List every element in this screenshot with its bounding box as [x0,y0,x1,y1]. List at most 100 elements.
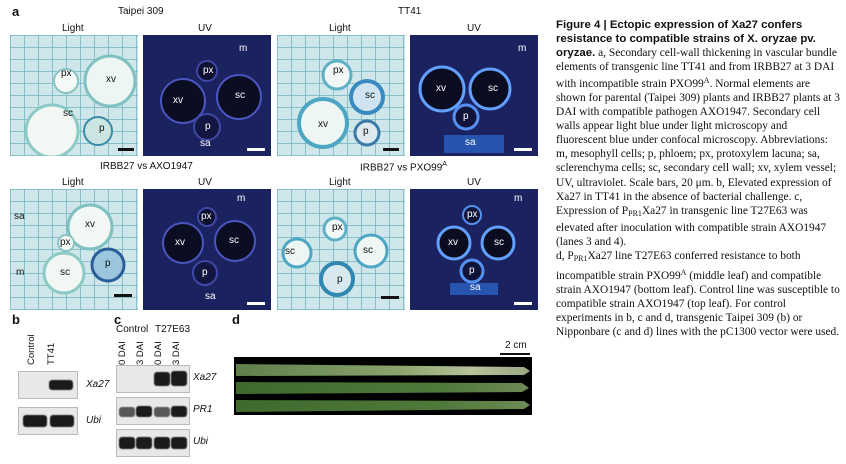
group-title-tt41: TT41 [398,6,422,17]
label-px: px [467,209,478,220]
label-sc: sc [60,267,70,278]
scale-bar [500,353,530,355]
micrograph-irbb27-axo-light: sa xv px m sc p [10,189,138,310]
scale-bar [247,302,265,305]
light-label-3: Light [62,177,84,188]
band [23,415,47,427]
label-sa: sa [470,282,481,293]
group-label-control: Control [116,324,149,335]
blot-b-ubi [18,407,78,435]
group-title-taipei309: Taipei 309 [118,6,164,17]
uv-label-1: UV [198,23,212,34]
label-sa: sa [14,211,25,222]
label-sa: sa [205,291,216,302]
label-px: px [203,65,214,76]
panel-d-letter: d [232,312,240,327]
label-sc: sc [285,246,295,257]
micrograph-irbb27-pxo-light: px sc sc p [277,189,405,310]
lane-label-0dai: 0 DAI [153,341,164,365]
row-label-ubi: Ubi [193,436,209,447]
micrograph-irbb27-pxo-uv: m px xv sc p sa [410,189,538,310]
blot-c-ubi [116,429,190,457]
label-m: m [514,193,523,204]
uv-label-2: UV [467,23,481,34]
row-label-pr1: PR1 [193,404,213,415]
micrograph-irbb27-axo-uv: m px xv sc p sa [143,189,271,310]
row-label-ubi: Ubi [86,415,102,426]
label-sc: sc [235,90,245,101]
label-m: m [16,267,25,278]
band [171,437,187,449]
label-sa: sa [200,138,211,149]
blot-c-xa27 [116,365,190,393]
scale-bar [247,148,265,151]
scale-bar [118,148,134,151]
scale-bar [514,148,532,151]
label-xv: xv [85,219,95,230]
label-p: p [205,121,211,132]
row-label-xa27: Xa27 [86,379,110,390]
label-m: m [237,193,246,204]
label-px: px [61,68,72,79]
label-sc: sc [494,237,504,248]
label-p: p [463,111,469,122]
scale-bar [383,148,399,151]
uv-label-4: UV [467,177,481,188]
caption-text-b: b, Elevated expression of Xa27 in TT41 i… [556,176,832,203]
label-p: p [202,267,208,278]
panel-c-letter: c [114,312,122,327]
micrograph-taipei-uv: m px xv sc p sa [143,35,271,156]
light-label-4: Light [329,177,351,188]
scale-bar [514,302,532,305]
label-xv: xv [173,95,183,106]
lane-label-tt41: TT41 [46,342,57,365]
label-xv: xv [318,119,328,130]
label-sc: sc [488,83,498,94]
band [119,437,135,449]
lane-label-3dai: 3 DAI [171,341,182,365]
label-m: m [239,43,248,54]
label-sc: sc [365,90,375,101]
band [154,372,170,386]
label-xv: xv [448,237,458,248]
label-p: p [363,126,369,137]
leaf-photo [234,357,532,415]
scale-label: 2 cm [505,340,527,351]
group-title-irbb27-axo: IRBB27 vs AXO1947 [100,161,193,172]
row-label-xa27: Xa27 [193,372,217,383]
label-p: p [337,274,343,285]
label-p: p [105,258,111,269]
micrograph-taipei-light: px xv sc p [10,35,138,156]
band [136,437,152,449]
caption-text-a: a, Secondary cell-wall thickening in vas… [556,47,840,189]
label-sc: sc [363,245,373,256]
label-m: m [518,43,527,54]
label-px: px [333,65,344,76]
label-p: p [99,123,105,134]
label-sc: sc [229,235,239,246]
label-px: px [60,237,71,248]
blot-b-xa27 [18,371,78,399]
scale-bar [381,296,399,299]
band [49,380,73,390]
uv-label-3: UV [198,177,212,188]
lane-label-control: Control [26,334,37,365]
blot-c-pr1 [116,397,190,425]
caption-title: Figure 4 | Ectopic expression of Xa27 co… [556,19,816,60]
label-sa: sa [465,137,476,148]
caption-text-d: d, PPR1Xa27 line T27E63 conferred resist… [556,249,840,338]
micrograph-tt41-light: px xv sc p [277,35,405,156]
label-sc: sc [63,108,73,119]
band [50,415,74,427]
label-px: px [332,222,343,233]
scale-bar [114,294,132,297]
panel-a-letter: a [12,4,20,19]
panel-b-letter: b [12,312,20,327]
band [154,437,170,449]
figure-caption: Figure 4 | Ectopic expression of Xa27 co… [556,18,840,339]
band [136,406,152,417]
label-p: p [469,265,475,276]
group-label-t27e63: T27E63 [155,324,191,335]
lane-label-3dai: 3 DAI [135,341,146,365]
caption-text-c: c, Expression of PPR1Xa27 in transgenic … [556,190,827,248]
